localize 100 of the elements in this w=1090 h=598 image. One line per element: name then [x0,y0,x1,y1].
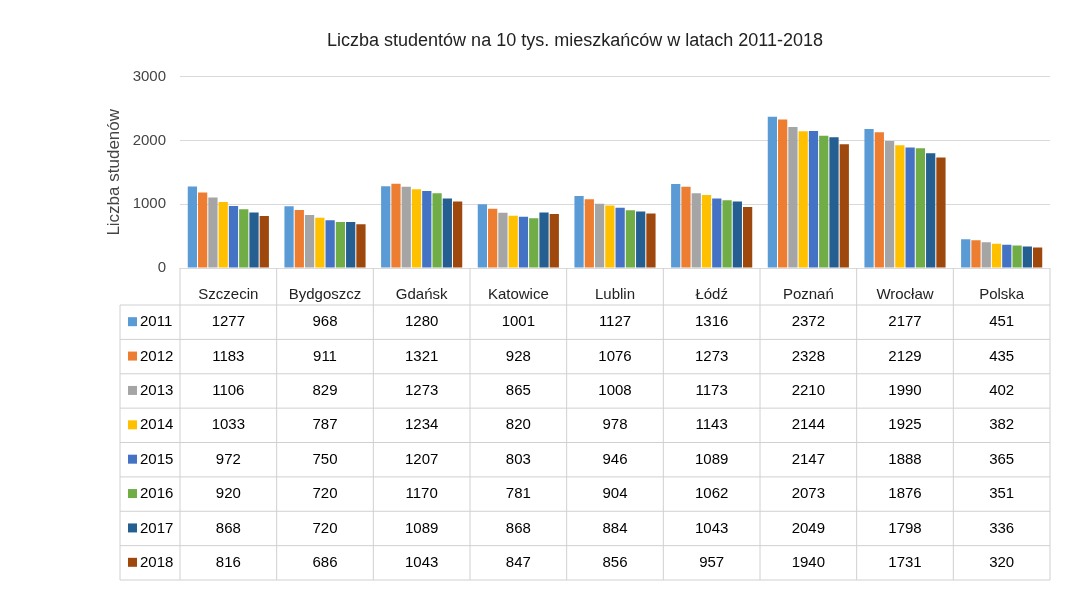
bar [539,212,549,268]
data-label: 1234 [404,415,439,433]
bar [778,119,788,268]
data-label: 1277 [211,312,246,330]
data-label: 781 [505,484,531,502]
data-label: 382 [989,415,1015,433]
bar [712,198,722,268]
data-label: 435 [989,346,1015,364]
data-label: 320 [989,552,1015,570]
x-tick-label: Bydgoszcz [288,285,362,303]
x-tick-label: Lublin [594,285,636,303]
bar [636,211,646,268]
data-label: 1043 [404,552,439,570]
data-label: 1316 [694,312,729,330]
legend-label: 2014 [140,415,174,433]
data-label: 720 [312,484,338,502]
bar [228,205,239,268]
data-label: 1280 [404,312,439,330]
bar [926,153,936,268]
bar [884,141,895,268]
bar [915,148,926,268]
bar [991,243,1002,268]
data-label: 787 [312,415,338,433]
y-tick-label: 2000 [132,130,166,148]
data-label: 1008 [598,381,632,399]
data-label: 847 [505,552,531,570]
data-label: 451 [989,312,1015,330]
data-label: 803 [505,449,531,467]
data-label: 2177 [888,312,922,330]
y-tick-label: 1000 [132,194,166,212]
bar [895,145,905,268]
bar [529,218,539,268]
data-label: 1273 [694,346,729,364]
bar [325,220,335,268]
bar [488,208,498,268]
bar [874,132,884,268]
bar [208,197,218,268]
data-label: 1001 [501,312,536,330]
legend-label: 2012 [140,346,174,364]
data-label: 1990 [888,381,922,399]
data-label: 972 [215,449,241,467]
y-axis-title: Liczba studenów [103,108,123,236]
data-label: 1062 [694,484,729,502]
bar [671,184,681,268]
data-label: 1076 [598,346,632,364]
bar [356,224,366,268]
bar [819,135,829,268]
data-label: 928 [505,346,531,364]
bar [981,242,991,268]
bar [1022,246,1032,268]
bar [722,200,732,268]
data-label: 1888 [888,449,922,467]
bar [905,147,915,268]
bar [691,193,701,268]
data-label: 868 [215,518,241,536]
x-tick-label: Polska [979,285,1025,303]
bar [839,144,849,268]
bar [742,206,753,268]
data-label: 1089 [694,449,729,467]
data-label: 1273 [404,381,439,399]
bar [218,202,228,268]
bar [198,192,208,268]
data-label: 2129 [888,346,922,364]
bar [1002,244,1012,268]
legend-label: 2013 [140,381,174,399]
chart-title: Liczba studentów na 10 tys. mieszkańców w latach 2011-2018 [327,29,823,50]
data-label: 1089 [404,518,439,536]
bar [808,131,819,268]
data-label: 868 [505,518,531,536]
data-label: 1798 [888,518,922,536]
data-label: 750 [312,449,338,467]
bar [605,205,615,268]
bar [442,198,452,268]
bar [315,217,325,268]
data-label: 820 [505,415,531,433]
bar [549,213,559,268]
data-label: 686 [312,552,338,570]
bar [284,206,294,268]
bar [788,127,798,268]
data-label: 968 [312,312,338,330]
bar [239,209,249,268]
x-tick-label: Katowice [487,285,549,303]
data-label: 1033 [211,415,246,433]
bar [584,199,594,268]
data-label: 946 [602,449,628,467]
data-label: 978 [602,415,628,433]
data-label: 1207 [404,449,439,467]
legend-label: 2015 [140,449,174,467]
x-tick-label: Wrocław [876,285,934,303]
data-label: 856 [602,552,628,570]
data-label: 829 [312,381,338,399]
bar [594,203,605,268]
bar [294,209,304,268]
bar [574,196,584,268]
bar [432,193,442,268]
bar [422,190,432,268]
data-label: 336 [989,518,1015,536]
legend-label: 2011 [140,312,173,330]
bar [381,186,391,268]
x-tick-label: Szczecin [198,285,259,303]
